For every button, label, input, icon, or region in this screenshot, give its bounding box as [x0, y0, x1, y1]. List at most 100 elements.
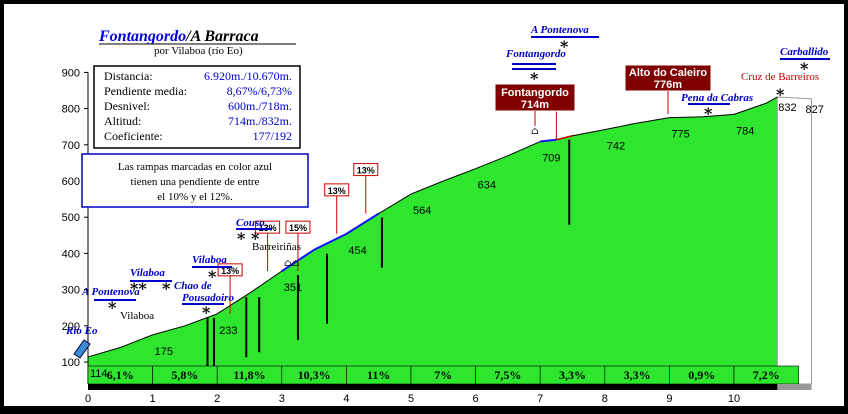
km-elevation: 175 — [155, 346, 173, 358]
place-a-pontenova-2: A Pontenova — [530, 24, 589, 36]
x-tick-label: 1 — [150, 393, 156, 405]
place-cruz-barreiros: Cruz de Barreiros — [741, 71, 819, 83]
profile-segment — [443, 168, 476, 182]
stats-box — [93, 65, 301, 149]
stat-value: 600m./718m. — [228, 99, 292, 113]
river-icon — [73, 339, 91, 359]
profile-segment — [572, 129, 605, 137]
y-tick-label: 200 — [62, 321, 80, 333]
km-elevation-labels: 114 175 233 351 454 564 634 709 742 775 784 832 827 — [90, 102, 824, 380]
summit-elev-alto-caleiro: 776m — [654, 79, 682, 91]
note-line-2: tienen una pendiente de entre — [131, 176, 260, 188]
profile-area-layer — [87, 96, 813, 385]
x-tick-label: 3 — [279, 393, 285, 405]
place-vilaboa-a: Vilaboa — [120, 310, 154, 322]
y-tick-label: 600 — [62, 176, 80, 188]
summit-elev-fontangordo: 714m — [521, 99, 549, 111]
grade-label: 7,2% — [753, 368, 780, 382]
junction-icon: * — [800, 59, 809, 78]
grade-label: 7% — [434, 368, 452, 382]
grade-label: 11% — [367, 368, 390, 382]
place-pousadoiro: Pousadoiro — [182, 292, 234, 304]
stat-label: Distancia: — [104, 69, 153, 83]
place-a-pontenova-1: A Pontenova — [81, 286, 140, 298]
note-line-3: el 10% y el 12%. — [157, 191, 233, 203]
junction-icon: * — [704, 104, 713, 123]
x-tick-label: 8 — [602, 393, 608, 405]
junction-icon: * * — [237, 229, 260, 248]
profile-segment — [410, 180, 444, 195]
ramp-label: 15% — [289, 223, 307, 233]
y-tick-label: 700 — [62, 140, 80, 152]
end-elevation: 832 — [778, 102, 796, 114]
profile-descent-segment — [556, 135, 573, 141]
summit-box-alto-caleiro — [624, 64, 712, 92]
stat-label: Pendiente media: — [104, 84, 187, 98]
junction-icon: * — [162, 279, 171, 298]
stat-value: 177/192 — [253, 129, 292, 143]
profile-segment — [313, 232, 347, 251]
junction-icon: * — [776, 85, 785, 104]
stat-value: 714m./832m. — [228, 114, 292, 128]
km-elevation: 775 — [671, 129, 689, 141]
km-elevation: 233 — [219, 325, 237, 337]
ramp-label: 13% — [221, 266, 239, 276]
profile-segment — [540, 138, 557, 143]
km-elevation: 742 — [607, 141, 625, 153]
profile-segment — [152, 325, 186, 336]
grade-label: 11,8% — [233, 368, 265, 382]
summit-name-fontangordo: Fontangordo — [501, 87, 569, 99]
profile-segment — [378, 193, 412, 215]
grade-band-tail — [777, 384, 812, 390]
grade-label: 7,5% — [494, 368, 521, 382]
x-tick-label: 7 — [537, 393, 543, 405]
grade-band-bar — [88, 384, 799, 390]
junction-icon: * — [202, 303, 211, 322]
junction-icon: * — [108, 298, 117, 317]
grade-label: 3,3% — [624, 368, 651, 382]
stat-label: Altitud: — [104, 114, 141, 128]
x-tick-label: 2 — [214, 393, 220, 405]
km-elevation: 784 — [736, 125, 754, 137]
profile-segment — [184, 313, 218, 327]
km-elevation: 114 — [90, 368, 108, 380]
stats-rows: Distancia: 6.920m./10.670m. Pendiente medi… — [104, 69, 292, 143]
km-elevation: 351 — [284, 282, 302, 294]
profile-segment — [345, 212, 380, 235]
profile-segment — [249, 270, 283, 294]
place-fontangordo-sign: Fontangordo — [505, 48, 566, 60]
y-tick-label: 100 — [62, 357, 80, 369]
profile-segment — [637, 117, 670, 124]
x-tick-label: 5 — [408, 393, 414, 405]
place-vilaboa-b: Vilaboa — [130, 267, 165, 279]
note-box — [81, 153, 309, 208]
stat-value: 6.920m./10.670m. — [204, 69, 292, 83]
place-rio-eo: Río Eo — [65, 325, 98, 337]
x-tick-label: 10 — [728, 393, 740, 405]
x-tick-label: 9 — [666, 393, 672, 405]
y-tick-label: 800 — [62, 104, 80, 116]
grade-label: 5,8% — [171, 368, 198, 382]
stat-label: Desnivel: — [104, 99, 150, 113]
x-tick-label: 4 — [343, 393, 349, 405]
y-tick-label: 400 — [62, 248, 80, 260]
stat-label: Coeficiente: — [104, 129, 163, 143]
title-start: Fontangordo — [98, 28, 186, 45]
y-tick-label: 500 — [62, 212, 80, 224]
place-carballido: Carballido — [780, 46, 829, 58]
axis-layer: 100 200 300 400 500 600 700 800 900 0 1 2 3 4 5 6 7 8 9 10 — [62, 67, 740, 405]
grade-label: 10,3% — [298, 368, 331, 382]
grade-band: 6,1% 5,8% 11,8% 10,3% 11% 7% 7,5% 3,3% 3,3% 0,9% 7… — [87, 365, 812, 390]
summit-name-alto-caleiro: Alto do Caleiro — [629, 67, 708, 79]
place-labels: Río Eo A Pontenova * Vilaboa Vilaboa * * … — [65, 24, 830, 359]
place-vilaboa-c: Vilaboa — [192, 254, 227, 266]
profile-segment — [120, 334, 153, 348]
place-barreirinas: Barreiriñas — [252, 241, 301, 253]
svg-text:Fontangordo/A Barraca: Fontangordo/A Barraca — [98, 28, 259, 45]
end-elevation: 827 — [806, 104, 824, 116]
title-separator: / — [185, 28, 192, 45]
stat-value: 8,67%/6,73% — [227, 84, 292, 98]
km-elevation: 709 — [542, 153, 560, 165]
